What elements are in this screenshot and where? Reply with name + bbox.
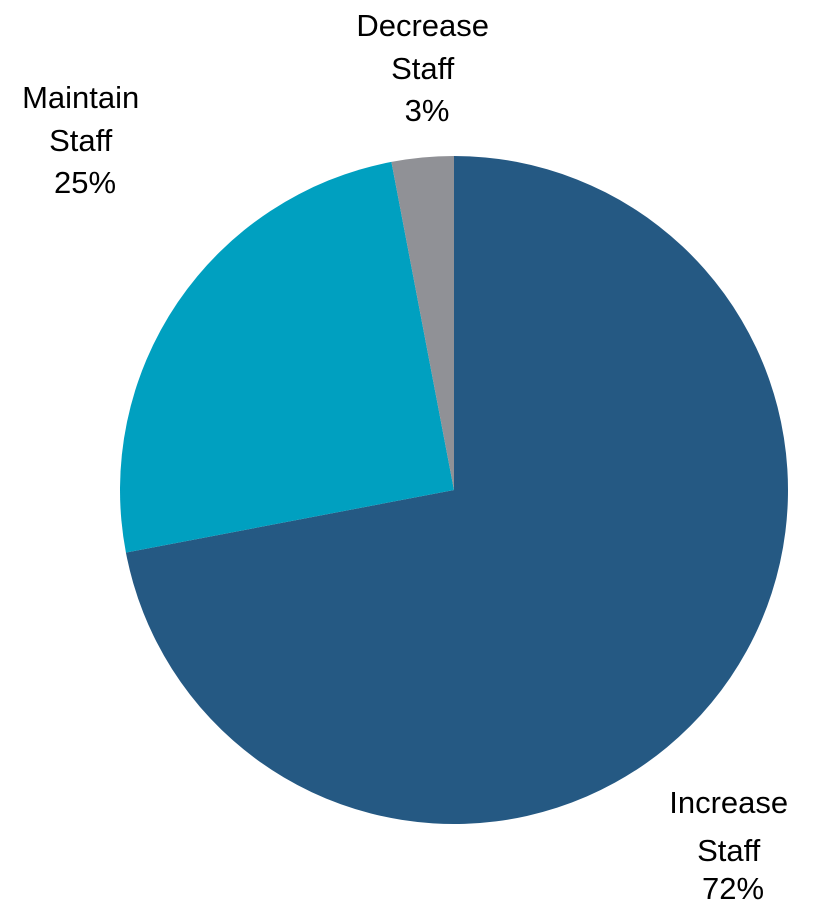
pie-slice-decrease-staff — [391, 156, 454, 490]
pie-slice-increase-staff — [125, 156, 789, 824]
label-decrease-staff: Decrease Staff 3% — [356, 8, 497, 128]
label-maintain-staff: Maintain Staff 25% — [22, 80, 148, 200]
pie-slice-maintain-staff — [120, 161, 454, 553]
label-increase-staff: Increase Staff 72% — [669, 785, 797, 906]
pie-slices — [120, 156, 789, 824]
